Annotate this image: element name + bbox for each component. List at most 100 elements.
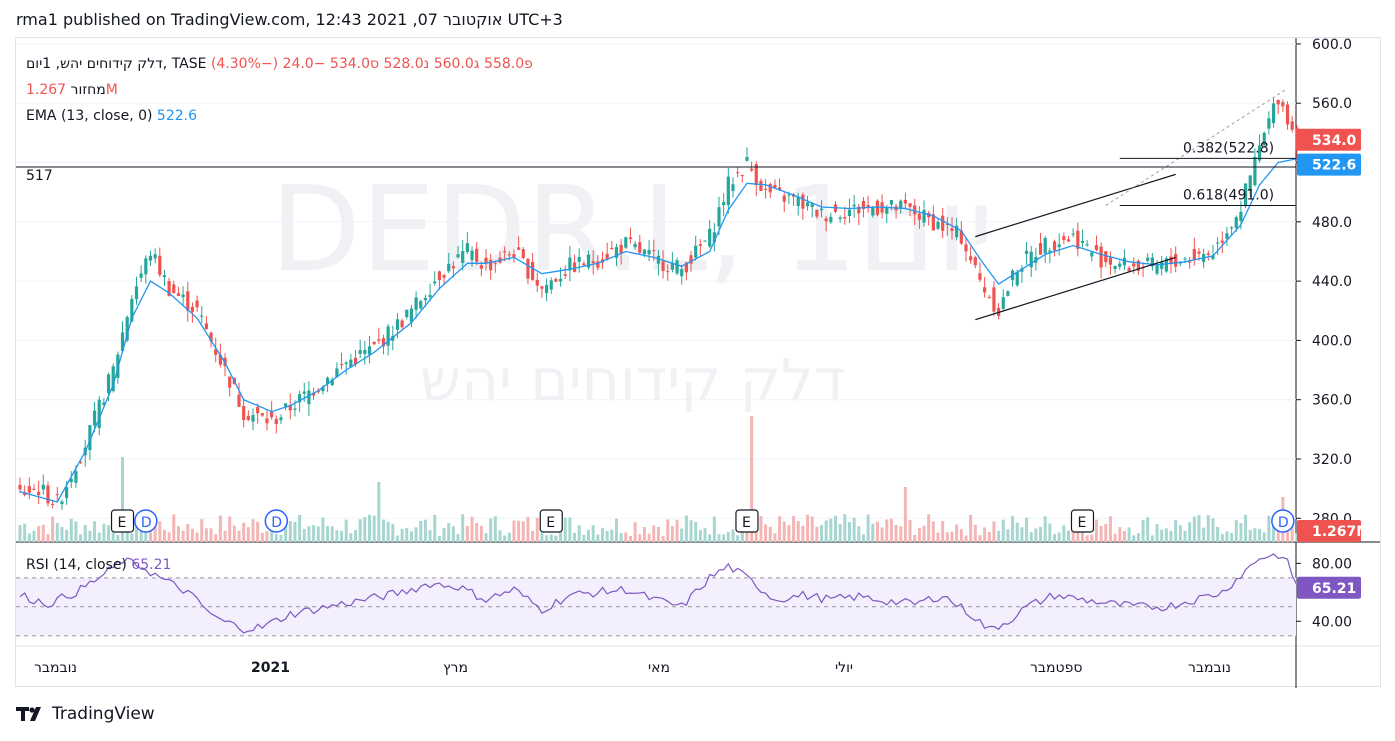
volume-bar: [489, 518, 493, 542]
volume-bar: [1290, 523, 1294, 542]
candle-body: [955, 225, 959, 238]
volume-bar: [121, 457, 125, 542]
volume-bar: [1080, 528, 1084, 542]
volume-bar: [200, 518, 204, 542]
volume-bar: [1146, 517, 1150, 542]
volume-bar: [815, 526, 819, 542]
candle-body: [265, 418, 269, 424]
candle-body: [582, 263, 586, 266]
ema-label[interactable]: EMA (13, close, 0): [26, 108, 153, 124]
candle-body: [591, 261, 595, 264]
volume-bar: [93, 521, 97, 542]
candle-body: [1243, 183, 1248, 207]
candle-body: [885, 207, 889, 214]
volume-bar: [55, 523, 59, 542]
candle-body: [1108, 257, 1113, 265]
volume-label[interactable]: מחזור: [70, 82, 106, 98]
candle-body: [167, 281, 171, 297]
volume-bar: [172, 514, 176, 542]
volume-bar: [41, 524, 45, 542]
candle-body: [628, 237, 633, 240]
rsi-tick-label: 40.00: [1312, 614, 1352, 630]
candle-body: [759, 180, 763, 191]
candle-body: [260, 413, 264, 416]
volume-bar: [889, 518, 893, 542]
candle-body: [1118, 263, 1122, 267]
volume-bar: [479, 525, 483, 542]
volume-bar: [1127, 527, 1131, 542]
candle-body: [703, 240, 707, 242]
candle-body: [1113, 265, 1117, 270]
volume-bar: [433, 514, 437, 542]
candle-body: [717, 207, 721, 227]
candle-body: [805, 202, 810, 207]
candle-body: [1020, 268, 1024, 272]
volume-bar: [927, 514, 931, 542]
volume-bar: [107, 525, 111, 542]
volume-bar: [1020, 527, 1024, 542]
volume-bar: [60, 526, 64, 542]
volume-bar: [284, 526, 288, 542]
candle-body: [959, 230, 963, 244]
rsi-label[interactable]: RSI (14, close): [26, 557, 127, 573]
volume-bar: [358, 519, 362, 542]
time-axis-label: נובמבר: [34, 660, 77, 676]
candle-body: [1225, 233, 1229, 239]
volume-bar: [1029, 532, 1033, 542]
volume-bar: [1039, 526, 1043, 542]
volume-bar: [950, 531, 954, 542]
volume-bar: [656, 526, 660, 542]
brand-name[interactable]: TradingView: [52, 704, 155, 724]
candle-body: [148, 255, 153, 261]
candle-body: [973, 257, 977, 266]
tradingview-logo-icon[interactable]: [16, 706, 46, 722]
candle-body: [237, 394, 241, 407]
candle-body: [293, 408, 297, 410]
candle-body: [60, 501, 64, 505]
volume-bar: [97, 532, 101, 542]
candle-body: [242, 406, 246, 421]
candle-body: [987, 297, 991, 299]
volume-bar: [144, 531, 148, 542]
candle-body: [479, 265, 483, 269]
candle-body: [1216, 242, 1220, 244]
volume-bar: [903, 487, 907, 542]
candle-body: [810, 203, 814, 207]
candle-body: [866, 204, 870, 207]
candle-body: [325, 377, 330, 385]
legend-ema-row: EMA (13, close, 0) 522.6: [26, 108, 197, 124]
volume-bar: [204, 528, 208, 542]
candle-body: [1104, 251, 1108, 263]
candle-body: [1029, 251, 1033, 268]
volume-bar: [493, 516, 497, 542]
symbol-label[interactable]: דלק קידוחים יהש, 1יום, TASE: [26, 56, 207, 72]
volume-bar: [559, 524, 563, 542]
volume-bar: [1197, 515, 1201, 542]
candle-body: [978, 273, 982, 280]
volume-bar: [447, 523, 451, 542]
candle-body: [405, 309, 409, 318]
volume-bar: [1048, 523, 1052, 542]
volume-bar: [414, 527, 418, 542]
volume-bar: [973, 524, 977, 542]
candle-body: [596, 261, 600, 268]
candle-body: [134, 286, 139, 300]
publish-header: rma1 published on TradingView.com, 12:43…: [16, 10, 563, 29]
candle-body: [558, 278, 563, 282]
candle-body: [172, 284, 176, 294]
volume-bar: [1174, 519, 1178, 542]
volume-bar: [875, 521, 879, 542]
candle-body: [246, 415, 250, 421]
volume-bar: [1230, 533, 1234, 542]
candle-body: [298, 394, 302, 403]
earnings-marker-label: E: [1077, 515, 1086, 531]
volume-bar: [768, 526, 772, 542]
candle-body: [1099, 246, 1103, 268]
candle-body: [256, 407, 260, 414]
candle-body: [1271, 103, 1276, 124]
volume-bar: [190, 528, 194, 542]
volume-bar: [964, 535, 968, 542]
candle-body: [433, 281, 437, 284]
volume-bar: [1118, 527, 1122, 542]
